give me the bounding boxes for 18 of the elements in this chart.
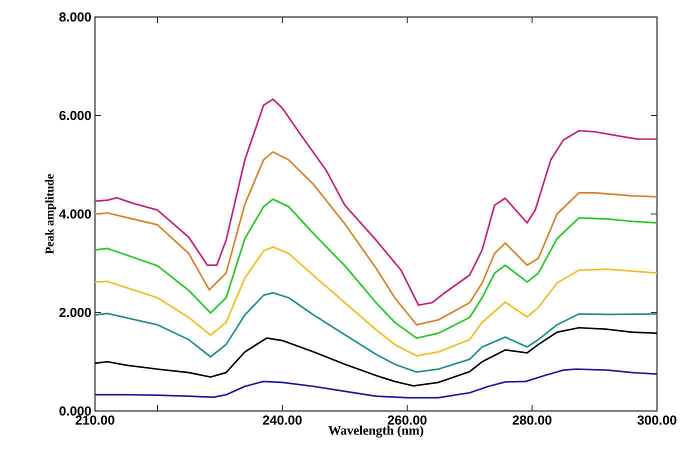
y-tick-label: 4.000 [59,209,91,219]
line-series [94,368,658,398]
line-series [94,151,658,326]
y-tick-label: 8.000 [59,12,91,22]
x-tick-label: 260.00 [388,416,427,425]
y-tick-label: 2.000 [59,308,91,318]
y-axis-title: Peak amplitude [45,174,56,254]
line-series [94,246,658,357]
y-tick-label: 0.000 [59,406,91,416]
x-axis-title: Wavelength (nm) [328,426,424,438]
x-tick-label: 280.00 [512,416,552,425]
line-series [94,98,658,306]
x-tick-label: 300.00 [637,416,676,425]
x-tick-label: 240.00 [262,416,302,425]
y-tick-label: 6.000 [59,110,91,120]
x-tick-label: 210.00 [76,416,114,425]
line-series [94,292,658,373]
line-series [94,198,658,339]
